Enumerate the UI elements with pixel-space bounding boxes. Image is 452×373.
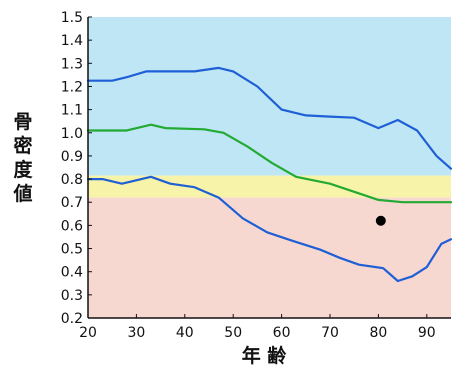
x-tick-label: 20 [79, 325, 97, 341]
y-tick-label: 1.2 [61, 79, 83, 95]
x-tick-label: 50 [224, 325, 242, 341]
y-tick-label: 0.8 [61, 172, 83, 188]
x-tick-label: 80 [369, 325, 387, 341]
y-tick-label: 1.5 [61, 10, 83, 26]
axes [87, 16, 451, 319]
tick-labels: 0.2 0.3 0.4 0.5 0.6 0.7 0.8 0.9 1.0 1.1 1.2 1.3 1.4 1… [61, 10, 436, 341]
x-tick-label: 90 [418, 325, 436, 341]
x-tick-label: 40 [176, 325, 194, 341]
y-tick-label: 0.5 [61, 242, 83, 258]
y-tick-label: 0.7 [61, 195, 83, 211]
x-tick-label: 70 [321, 325, 339, 341]
y-tick-label: 1.4 [61, 33, 83, 49]
y-axis-label-char: 密 [13, 134, 32, 157]
x-tick-label: 30 [127, 325, 145, 341]
y-tick-label: 1.1 [61, 103, 83, 119]
x-axis-label: 年 齢 [242, 344, 288, 367]
y-tick-label: 1.3 [61, 56, 83, 72]
y-axis-label-char: 度 [13, 158, 33, 181]
y-tick-label: 0.9 [61, 149, 83, 165]
series-lines [86, 66, 452, 283]
y-axis-label-char: 値 [12, 183, 32, 205]
series-line-0 [86, 66, 452, 170]
data-markers [375, 215, 386, 226]
band-1 [88, 175, 451, 198]
y-axis-label: 骨密度値 [12, 111, 33, 205]
band-2 [88, 197, 451, 318]
data-point-0 [375, 215, 386, 226]
y-tick-label: 0.2 [61, 311, 83, 327]
y-tick-label: 0.3 [61, 288, 83, 304]
series-line-1 [86, 123, 452, 204]
y-tick-label: 0.4 [61, 265, 83, 281]
x-tick-label: 60 [273, 325, 291, 341]
background-bands [88, 17, 451, 318]
y-tick-label: 0.6 [61, 218, 83, 234]
y-axis-label-char: 骨 [13, 111, 32, 133]
series-line-2 [86, 175, 452, 283]
band-0 [88, 17, 451, 176]
y-tick-label: 1.0 [61, 126, 83, 142]
